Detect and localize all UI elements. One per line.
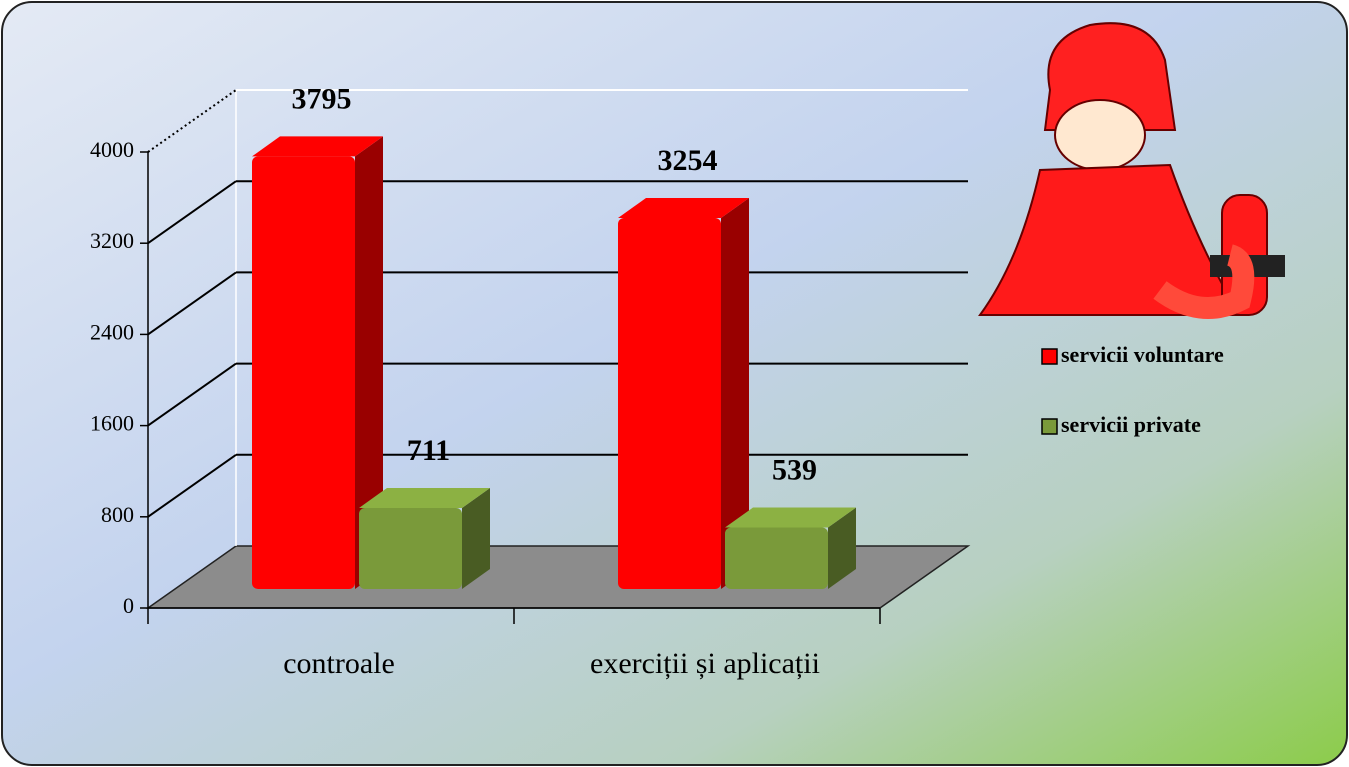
- data-label: 3254: [658, 144, 718, 177]
- firefighter-illustration: [978, 22, 1285, 319]
- data-label: 711: [407, 434, 450, 467]
- grid-diagonal: [147, 453, 237, 518]
- bar-side: [462, 487, 490, 589]
- bar: [725, 507, 856, 589]
- grid-diagonal: [147, 180, 237, 245]
- grid-diagonal: [147, 271, 237, 336]
- y-tick-label: 0: [123, 593, 134, 618]
- y-tick-label: 3200: [90, 228, 134, 253]
- y-tick-label: 2400: [90, 319, 134, 344]
- y-tick-label: 4000: [90, 137, 134, 162]
- bar-front: [359, 507, 462, 589]
- bar-top: [618, 198, 749, 219]
- bar-side: [828, 507, 856, 589]
- y-tick-label: 800: [101, 502, 134, 527]
- bar-front: [618, 218, 721, 589]
- y-tick-label: 1600: [90, 411, 134, 436]
- bar-side: [721, 198, 749, 589]
- data-label: 539: [772, 453, 817, 486]
- bar-top: [252, 136, 383, 157]
- legend-swatch: [1041, 418, 1058, 435]
- bar: [359, 487, 490, 589]
- bar-front: [252, 156, 355, 589]
- legend-label: servicii voluntare: [1061, 342, 1224, 367]
- bar: [618, 198, 749, 589]
- bar-side: [355, 136, 383, 589]
- legend-swatch: [1041, 348, 1058, 365]
- bar-top: [725, 507, 856, 528]
- bar-front: [725, 527, 828, 589]
- legend-label: servicii private: [1061, 412, 1201, 437]
- x-tick-label: exerciții și aplicații: [590, 647, 820, 680]
- grid-diagonal: [147, 362, 237, 427]
- bar: [252, 136, 383, 589]
- x-tick-label: controale: [283, 647, 395, 680]
- bar-top: [359, 487, 490, 508]
- data-label: 3795: [292, 82, 352, 115]
